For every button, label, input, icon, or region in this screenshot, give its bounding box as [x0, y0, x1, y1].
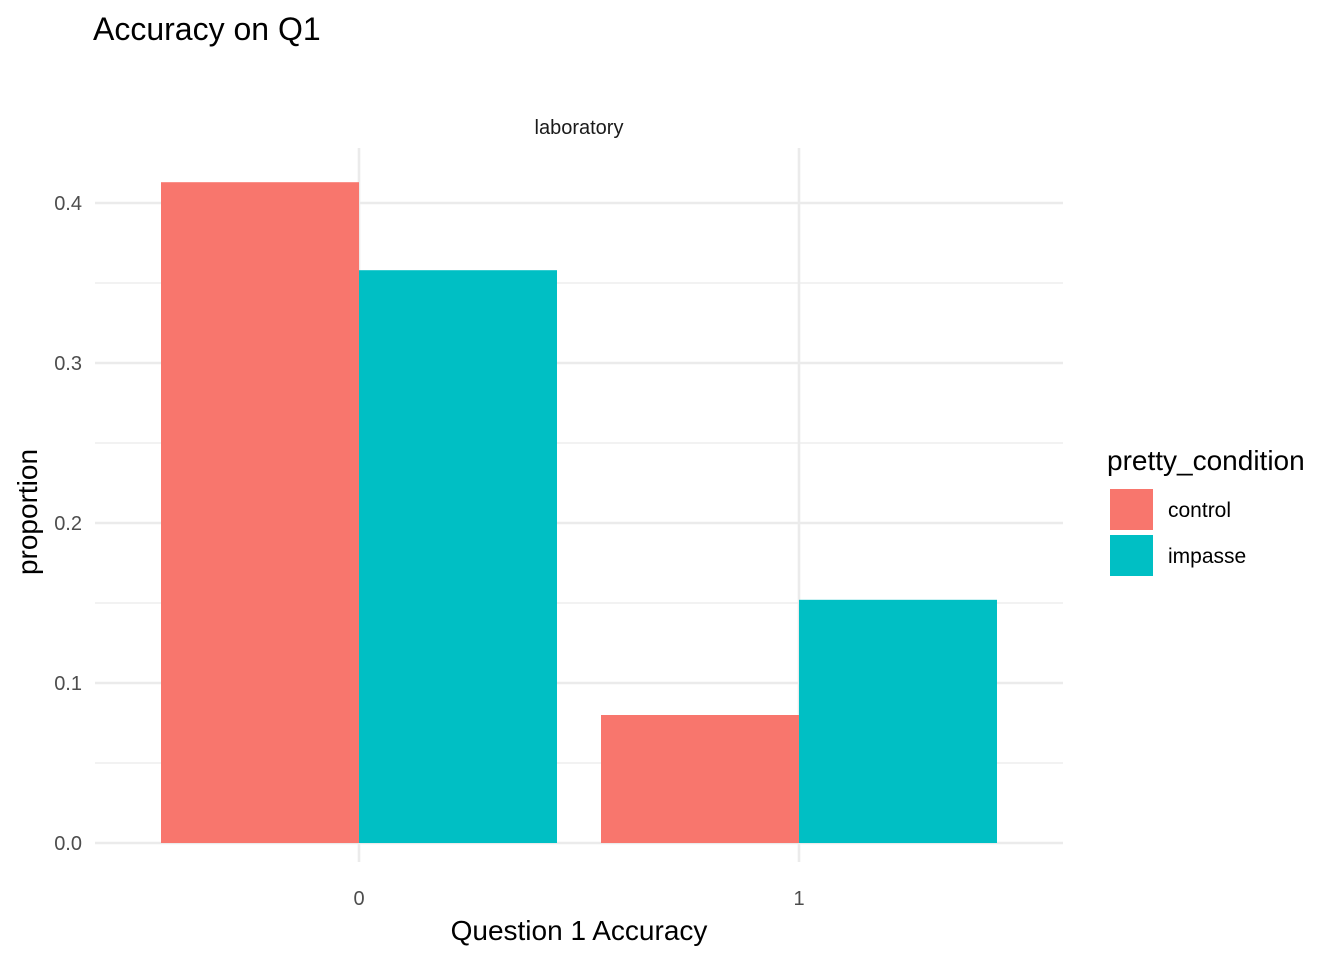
y-tick-label: 0.2 [54, 513, 82, 535]
bar-impasse-1 [799, 599, 997, 843]
y-tick-label: 0.1 [54, 673, 82, 695]
legend: pretty_condition control impasse [1107, 445, 1305, 576]
legend-key-control [1110, 489, 1153, 530]
y-tick-label: 0.0 [54, 833, 82, 855]
bars [161, 182, 997, 843]
bar-control-0 [161, 182, 359, 843]
legend-label-control: control [1168, 499, 1231, 522]
y-tick-label: 0.3 [54, 353, 82, 375]
x-tick-label: 0 [353, 888, 364, 910]
y-axis-title: proportion [12, 449, 43, 575]
x-tick-label: 1 [793, 888, 804, 910]
facet-label: laboratory [535, 117, 624, 139]
legend-key-impasse [1110, 535, 1153, 576]
x-axis-title: Question 1 Accuracy [451, 915, 708, 946]
bar-control-1 [601, 715, 799, 843]
legend-title: pretty_condition [1107, 445, 1305, 476]
chart-title: Accuracy on Q1 [93, 11, 321, 47]
y-axis-ticks: 0.0 0.1 0.2 0.3 0.4 [54, 193, 82, 855]
y-tick-label: 0.4 [54, 193, 82, 215]
legend-label-impasse: impasse [1168, 545, 1246, 568]
bar-impasse-0 [359, 270, 557, 843]
